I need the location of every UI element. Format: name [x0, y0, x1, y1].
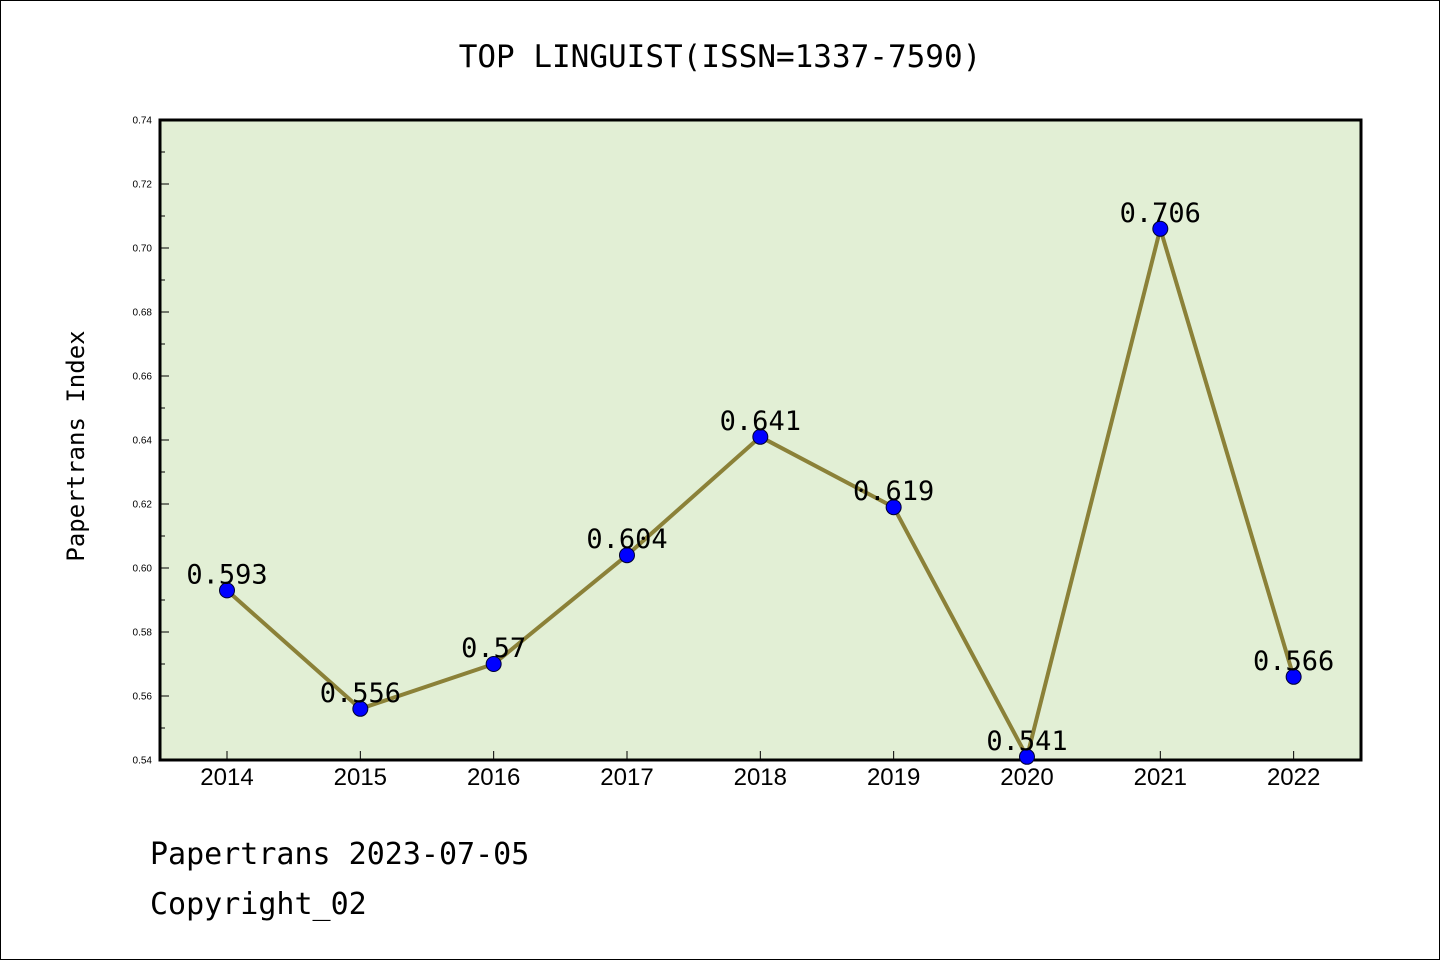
x-tick-label: 2017 [600, 764, 653, 791]
x-tick-label: 2015 [334, 764, 387, 791]
y-tick-label: 0.70 [133, 244, 153, 255]
x-tick-label: 2014 [200, 764, 253, 791]
x-tick-label: 2018 [734, 764, 787, 791]
y-tick-label: 0.54 [133, 756, 153, 767]
y-tick-label: 0.64 [133, 436, 153, 447]
x-axis-ticks: 2014 2015 2016 2017 2018 2019 2020 2021 2022 [200, 751, 1320, 791]
y-tick-label: 0.66 [133, 372, 153, 383]
data-label: 0.566 [1253, 646, 1334, 677]
data-point [219, 582, 235, 599]
data-point [752, 428, 769, 445]
y-tick-label: 0.60 [133, 564, 153, 575]
y-tick-label: 0.58 [133, 628, 153, 639]
data-point [352, 700, 369, 717]
footer-date: Papertrans 2023-07-05 [150, 837, 529, 872]
data-label: 0.641 [720, 406, 801, 437]
data-point [1285, 668, 1302, 685]
x-tick-label: 2022 [1267, 764, 1320, 791]
y-tick-label: 0.74 [133, 116, 153, 127]
data-label: 0.541 [986, 726, 1067, 757]
footer-copyright: Copyright_02 [150, 887, 367, 922]
y-axis-ticks: 0.54 0.56 0.58 0.60 0.62 0.64 0.66 0.68 0.70 0.72… [133, 116, 169, 767]
data-label: 0.706 [1120, 198, 1201, 229]
x-tick-label: 2019 [867, 764, 920, 791]
y-axis-label: Papertrans Index [62, 330, 90, 561]
y-tick-label: 0.68 [133, 308, 153, 319]
x-tick-label: 2021 [1134, 764, 1187, 791]
data-point [1018, 748, 1035, 765]
data-label: 0.604 [586, 524, 667, 555]
series [219, 220, 1302, 765]
data-point [1152, 220, 1169, 237]
data-label: 0.556 [320, 678, 401, 709]
y-tick-label: 0.62 [133, 500, 153, 511]
data-point [885, 499, 902, 516]
data-point [485, 656, 502, 672]
y-tick-label: 0.72 [133, 180, 153, 191]
y-tick-label: 0.56 [133, 692, 153, 703]
data-point [618, 547, 635, 564]
data-label: 0.593 [186, 559, 267, 590]
x-tick-label: 2020 [1000, 764, 1053, 791]
chart-title: TOP LINGUIST(ISSN=1337-7590) [459, 39, 982, 75]
data-label: 0.57 [461, 633, 526, 664]
data-label: 0.619 [853, 476, 934, 507]
data-labels: 0.593 0.556 0.57 0.604 0.641 0.619 0.541 0.706 0… [186, 198, 1334, 757]
x-tick-label: 2016 [467, 764, 520, 791]
